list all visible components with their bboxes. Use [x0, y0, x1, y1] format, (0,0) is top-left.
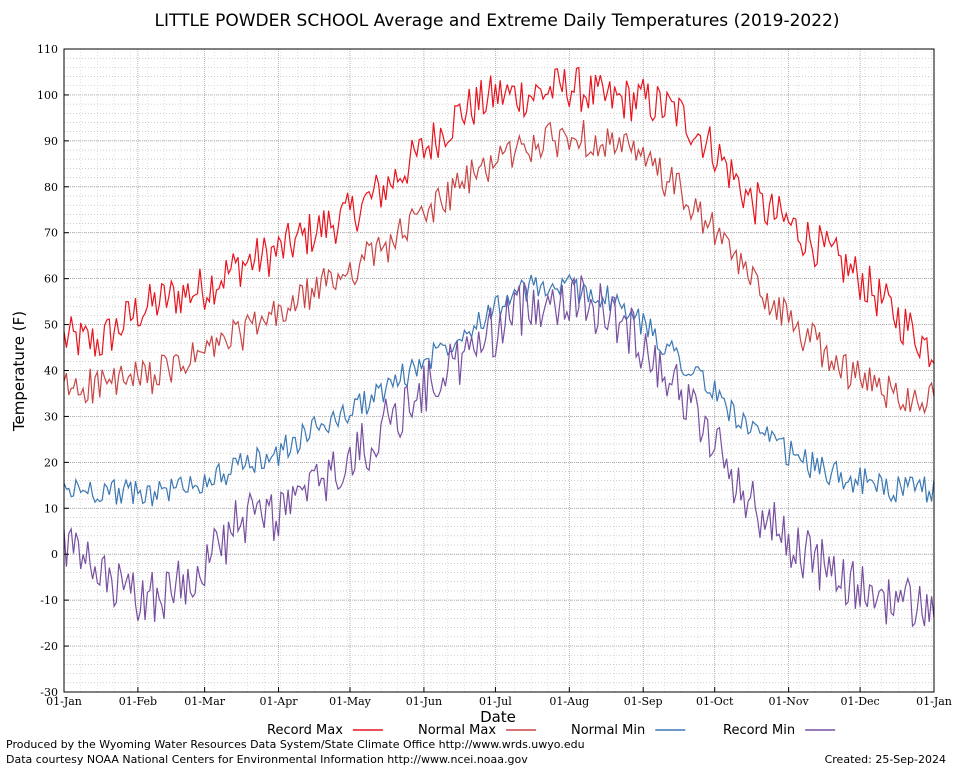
y-tick-label: 50 — [44, 319, 58, 332]
series-line-normal-max — [63, 120, 935, 415]
x-tick-label: 01-Dec — [841, 695, 880, 708]
footer-data-courtesy: Data courtesy NOAA National Centers for … — [6, 753, 528, 766]
x-tick-label: 01-Oct — [696, 695, 734, 708]
x-axis-label: Date — [480, 708, 516, 726]
x-tick-label: 01-May — [329, 695, 372, 708]
x-tick-label: 01-Nov — [769, 695, 810, 708]
x-tick-label: 01-Aug — [549, 695, 589, 708]
y-tick-label: 0 — [51, 548, 58, 561]
y-tick-label: 100 — [37, 89, 58, 102]
y-tick-label: 10 — [44, 502, 58, 515]
x-tick-label: 01-Jul — [479, 695, 512, 708]
temperature-chart: LITTLE POWDER SCHOOL Average and Extreme… — [10, 11, 952, 738]
y-tick-label: 90 — [44, 135, 58, 148]
y-tick-label: 110 — [37, 43, 58, 56]
x-tick-label: 01-Apr — [260, 695, 299, 708]
y-tick-label: 60 — [44, 273, 58, 286]
legend-label: Normal Max — [418, 723, 496, 738]
grid-lines — [63, 48, 935, 693]
y-tick-label: 20 — [44, 456, 58, 469]
x-tick-label: 01-Mar — [184, 695, 226, 708]
x-tick-label: 01-Jan — [916, 695, 952, 708]
chart-title: LITTLE POWDER SCHOOL Average and Extreme… — [155, 11, 840, 31]
y-tick-label: 40 — [44, 365, 58, 378]
series-layer — [63, 66, 935, 628]
legend-label: Normal Min — [571, 723, 645, 738]
legend-label: Record Max — [267, 723, 343, 738]
y-tick-label: 70 — [44, 227, 58, 240]
series-line-record-min — [63, 275, 935, 628]
y-tick-label: -30 — [40, 686, 58, 699]
axis-ticks: -30 -20 -10 0 10 20 30 40 50 60 70 80 90 100 110 01-Jan… — [37, 43, 952, 708]
y-tick-label: -10 — [40, 594, 58, 607]
x-tick-label: 01-Jun — [406, 695, 442, 708]
y-tick-label: 30 — [44, 410, 58, 423]
footer-produced-by: Produced by the Wyoming Water Resources … — [6, 738, 585, 751]
y-tick-label: -20 — [40, 640, 58, 653]
legend-label: Record Min — [723, 723, 795, 738]
legend: Record Max Normal Max Normal Min Record Min — [267, 723, 836, 738]
series-line-normal-min — [63, 273, 935, 507]
x-tick-label: 01-Feb — [119, 695, 157, 708]
y-tick-label: 80 — [44, 181, 58, 194]
footer-created-date: Created: 25-Sep-2024 — [824, 753, 946, 766]
x-tick-label: 01-Jan — [46, 695, 82, 708]
x-tick-label: 01-Sep — [624, 695, 663, 708]
series-line-record-max — [63, 66, 935, 368]
y-axis-label: Temperature (F) — [10, 311, 28, 432]
